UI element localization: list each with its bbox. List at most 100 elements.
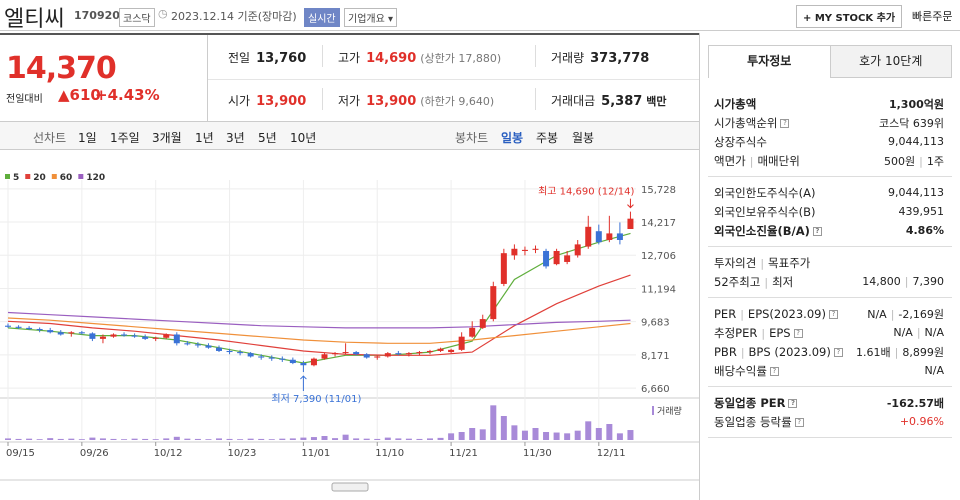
candle-body <box>279 358 286 360</box>
info-label: 시가총액 <box>714 96 756 112</box>
info-value-text: 14,800 <box>862 275 901 288</box>
info-row: PER | EPS(2023.09)? N/A | -2,169원 <box>708 304 952 323</box>
info-value: 14,800 | 7,390 <box>862 275 944 288</box>
info-value-text: 439,951 <box>898 205 945 218</box>
quote-label: 전일 <box>228 51 251 65</box>
info-value-text: 1,300억원 <box>888 97 944 111</box>
help-icon[interactable]: ? <box>812 227 822 236</box>
quote-cell: 고가 14,690 (상한가 17,880) <box>338 49 501 66</box>
volume-bar <box>15 438 22 440</box>
info-row: 외국인한도주식수(A) 9,044,113 <box>708 183 952 202</box>
help-icon[interactable]: ? <box>769 367 779 376</box>
volume-bar <box>500 416 507 440</box>
help-icon[interactable]: ? <box>793 329 803 338</box>
info-label-text: 최저 <box>772 274 794 289</box>
quick-order[interactable]: 빠른주문 <box>912 10 953 23</box>
period-tab[interactable]: 1일 <box>78 131 97 145</box>
market-badge: 코스닥 <box>119 8 155 27</box>
info-value-text: 9,044,113 <box>888 186 944 199</box>
volume-bar <box>332 438 339 440</box>
candle-body <box>332 353 339 355</box>
change-label: 전일대비 <box>6 94 43 105</box>
volume-bar <box>395 438 402 440</box>
separator: | <box>740 307 744 321</box>
volume-bar <box>353 438 360 440</box>
realtime-badge[interactable]: 실시간 <box>304 8 340 27</box>
period-tab[interactable]: 5년 <box>258 131 277 145</box>
candle-body <box>310 358 317 366</box>
min-arrow <box>300 375 307 392</box>
info-label-text: EPS(2023.09) <box>747 306 826 321</box>
candle-body <box>437 348 444 351</box>
info-label-text: 상장주식수 <box>714 134 767 149</box>
info-label: 액면가 | 매매단위 <box>714 153 800 169</box>
period-tabs: 선차트 1일 1주일 3개월 1년 3년 5년 10년 봉차트 일봉 주봉 월봉 <box>0 122 700 150</box>
side-tab[interactable]: 투자정보 <box>708 45 831 78</box>
candle-body <box>616 233 623 240</box>
volume-bar <box>5 438 11 440</box>
info-label-text: 배당수익률 <box>714 363 767 378</box>
help-icon[interactable]: ? <box>780 119 790 128</box>
candle-body <box>627 218 634 230</box>
volume-bar <box>479 429 486 440</box>
period-tab[interactable]: 3년 <box>226 131 245 145</box>
volume-bar <box>616 433 623 440</box>
period-tab[interactable]: 3개월 <box>152 131 182 145</box>
help-icon[interactable]: ? <box>794 418 804 427</box>
candle-tab[interactable]: 일봉 <box>501 131 524 145</box>
volume-bar <box>458 432 465 440</box>
x-tick-label: 12/11 <box>597 448 626 459</box>
info-value: 1,300억원 <box>889 96 944 112</box>
volume-bar <box>437 437 444 440</box>
candle-body <box>458 336 465 350</box>
volume-bar <box>131 438 138 440</box>
period-tab[interactable]: 1년 <box>195 131 214 145</box>
candle-body <box>152 337 159 339</box>
candle-body <box>268 357 275 359</box>
overview-dropdown[interactable]: 기업개요 ▾ <box>344 8 398 27</box>
x-tick-label: 09/26 <box>80 448 109 459</box>
candle-body <box>173 334 180 344</box>
info-value: 9,044,113 <box>888 186 944 199</box>
quote-cell: 거래대금 5,387 백만 <box>551 92 667 109</box>
volume-bar <box>121 439 128 440</box>
candle-body <box>163 334 170 338</box>
candle-tab[interactable]: 주봉 <box>536 131 559 145</box>
volume-bar <box>585 421 592 440</box>
y-tick-label: 8,171 <box>641 351 670 362</box>
period-tab[interactable]: 10년 <box>290 131 317 145</box>
volume-bar <box>374 438 381 440</box>
help-icon[interactable]: ? <box>833 348 843 357</box>
info-label: PBR | BPS (2023.09)? <box>714 345 843 359</box>
info-label-text: 외국인소진율(B/A) <box>714 223 810 238</box>
side-section: 투자의견 | 목표주가 52주최고 | 최저 14,800 | 7,390 <box>708 247 952 298</box>
info-label-text: 시가총액순위 <box>714 115 778 130</box>
candle-body <box>142 336 149 339</box>
help-icon[interactable]: ? <box>788 399 798 408</box>
candle-tab[interactable]: 월봉 <box>572 131 595 145</box>
candle-body <box>36 328 43 331</box>
quote-label: 거래량 <box>551 51 585 65</box>
period-tab[interactable]: 1주일 <box>110 131 140 145</box>
my-stock-button[interactable]: + MY STOCK 추가 <box>796 5 903 28</box>
volume-bar <box>68 438 75 440</box>
volume-bar <box>448 433 455 440</box>
volume-bar <box>606 424 613 440</box>
info-row: 시가총액순위? 코스닥 639위 <box>708 113 952 132</box>
candle-body <box>216 347 222 351</box>
candle-body <box>110 334 117 337</box>
candle-body <box>89 333 96 339</box>
help-icon[interactable]: ? <box>828 310 838 319</box>
volume-bar <box>89 437 96 440</box>
quote-value: 13,900 <box>366 94 417 109</box>
scroll-handle[interactable] <box>331 482 369 492</box>
moving-average-line <box>7 232 631 364</box>
cell-divider <box>322 45 323 67</box>
side-section: 시가총액 1,300억원 시가총액순위? 코스닥 639위 상장주식수 9,044,113… <box>708 88 952 177</box>
quote-cell: 전일 13,760 <box>228 49 306 66</box>
info-label-text: 투자의견 <box>714 255 757 270</box>
info-value-text: -162.57배 <box>886 396 944 410</box>
side-tab[interactable]: 호가 10단계 <box>830 45 952 78</box>
